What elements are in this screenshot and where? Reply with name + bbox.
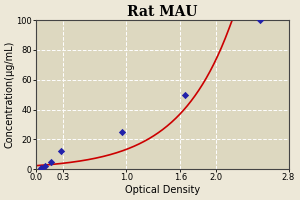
Point bbox=[257, 18, 262, 22]
Title: Rat MAU: Rat MAU bbox=[127, 5, 198, 19]
Point bbox=[43, 165, 48, 168]
X-axis label: Optical Density: Optical Density bbox=[125, 185, 200, 195]
Point bbox=[119, 130, 124, 134]
Point bbox=[49, 160, 54, 163]
Point bbox=[38, 167, 43, 170]
Y-axis label: Concentration(μg/mL): Concentration(μg/mL) bbox=[5, 41, 15, 148]
Point bbox=[182, 93, 187, 96]
Point bbox=[59, 150, 64, 153]
